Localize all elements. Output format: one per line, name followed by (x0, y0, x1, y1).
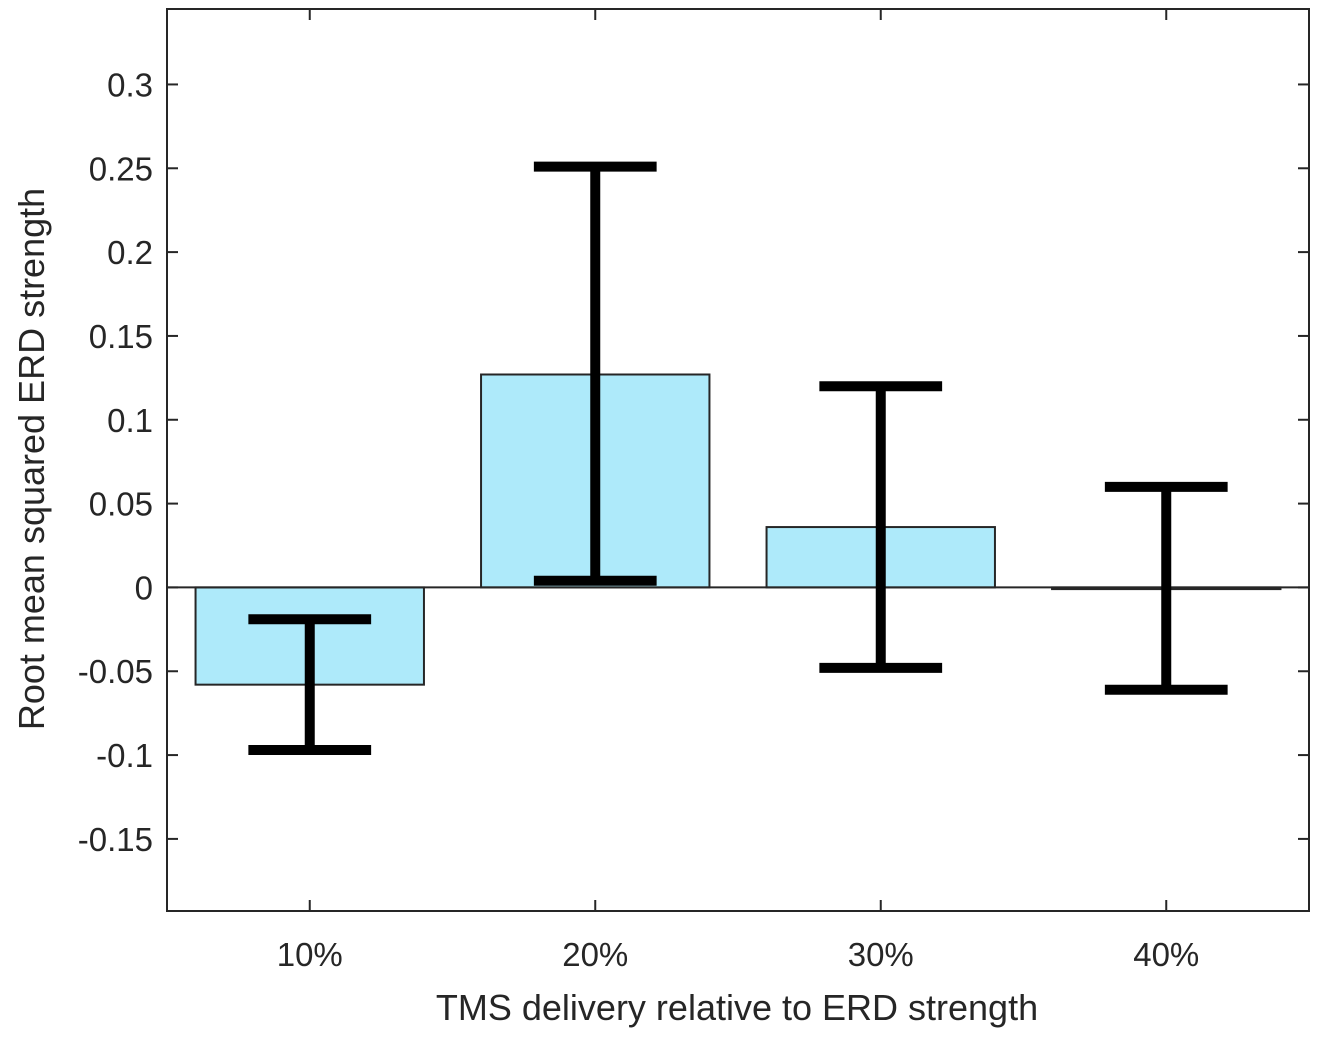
y-tick-label: -0.1 (96, 737, 153, 774)
y-axis-label: Root mean squared ERD strength (11, 188, 52, 730)
y-tick-label: 0.2 (107, 234, 153, 271)
y-tick-label: 0.1 (107, 402, 153, 439)
x-tick-label: 20% (562, 936, 628, 973)
y-tick-label: 0.25 (89, 150, 153, 187)
y-tick-label: 0 (135, 569, 153, 606)
x-tick-label: 30% (848, 936, 914, 973)
y-tick-label: 0.15 (89, 318, 153, 355)
x-tick-label: 40% (1133, 936, 1199, 973)
y-tick-label: -0.15 (78, 821, 153, 858)
error-bars-layer (248, 161, 1228, 756)
x-axis-label: TMS delivery relative to ERD strength (436, 987, 1038, 1028)
x-tick-label: 10% (277, 936, 343, 973)
y-tick-label: 0.3 (107, 66, 153, 103)
y-tick-label: -0.05 (78, 653, 153, 690)
bars-layer (194, 373, 1282, 686)
axes-layer (166, 8, 1310, 912)
plot-frame (166, 8, 1310, 912)
ticks-layer: -0.15 -0.1 -0.05 0 0.05 0.1 0.15 0.2 0.25 0.3 10% 2… (78, 9, 1309, 973)
y-tick-label: 0.05 (89, 486, 153, 523)
